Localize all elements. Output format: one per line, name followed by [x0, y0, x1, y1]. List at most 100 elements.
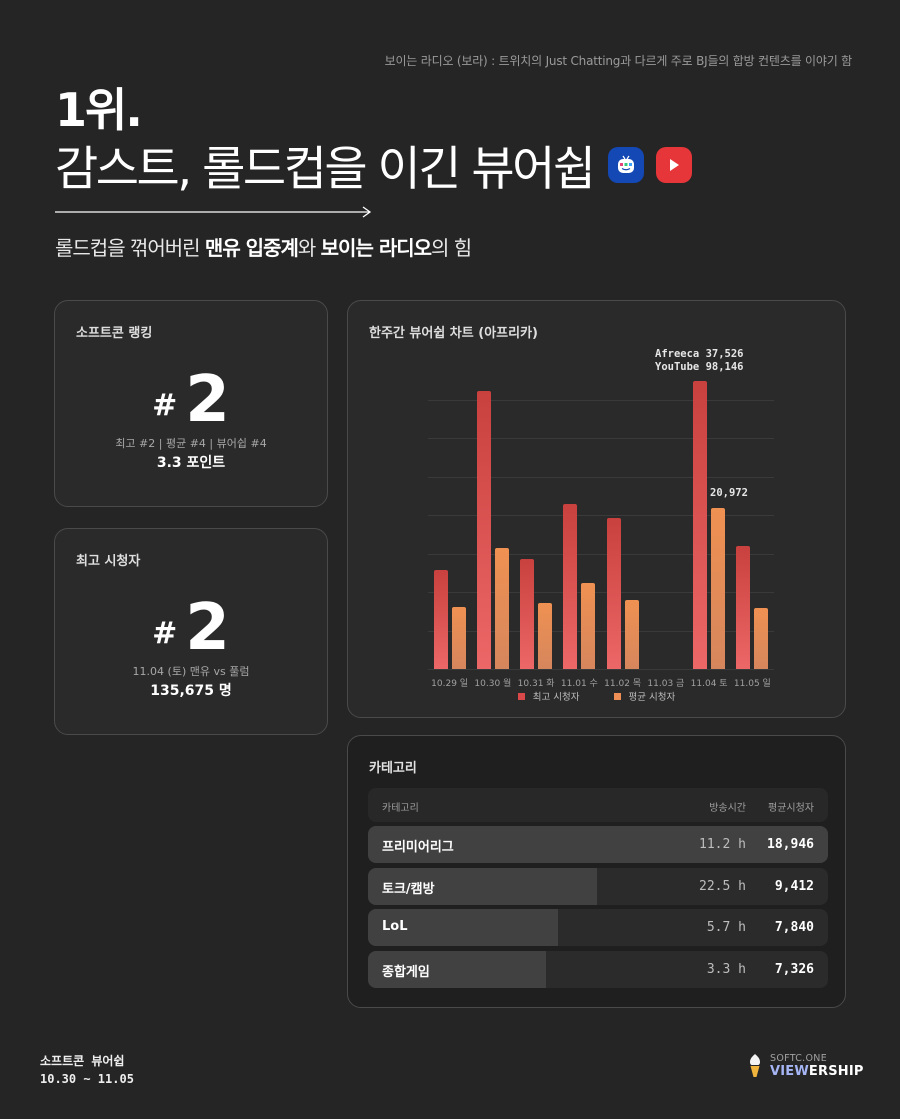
gridline [428, 630, 774, 632]
page-title: 감스트, 롤드컵을 이긴 뷰어쉽 [55, 142, 596, 197]
bar-group: 11.04 토 [688, 381, 731, 689]
broadcast-hours: 11.2 h [699, 837, 746, 852]
x-axis-label: 11.04 토 [690, 679, 728, 689]
bar-group: 11.02 목 [601, 381, 644, 689]
peak-card-label: 최고 시청자 [76, 554, 141, 569]
gridline [428, 553, 774, 555]
avg-bar [451, 607, 466, 669]
avg-viewers: 18,946 [767, 837, 814, 852]
rank-number: 2 [185, 363, 230, 437]
header-note: 보이는 라디오 (보라) : 트위치의 Just Chatting과 다르게 주… [384, 54, 853, 68]
peak-detail: 11.04 (토) 맨유 vs 풀럼 [132, 665, 250, 678]
x-axis-label: 10.29 일 [431, 679, 469, 689]
rank-heading: 1위. [55, 83, 143, 137]
ranking-value: #2 [55, 363, 327, 437]
broadcast-hours: 5.7 h [706, 920, 746, 935]
category-row: 토크/캠방 22.5 h 9,412 [368, 867, 828, 905]
peak-bar [476, 390, 491, 669]
avg-viewers: 7,840 [774, 920, 814, 935]
column-header-hours: 방송시간 [709, 803, 746, 814]
peak-bar [520, 559, 535, 669]
legend-swatch [517, 693, 525, 700]
category-title: 카테고리 [369, 761, 417, 776]
peak-bar [606, 518, 621, 669]
subtitle-part: 의 힘 [431, 236, 472, 260]
footer-date-range: 10.30 ~ 11.05 [40, 1072, 134, 1086]
peak-bar [693, 381, 708, 669]
x-axis-label: 10.30 월 [474, 679, 512, 689]
arrow-divider-icon [55, 206, 372, 218]
bar-group: 10.30 월 [471, 381, 514, 689]
subtitle-emphasis: 보이는 라디오 [320, 236, 432, 260]
bar-chart-plot: 10.29 일 10.30 월 10.31 화 11.01 수 11.02 목 11.03… [428, 381, 774, 689]
subtitle-emphasis: 맨유 입중계 [204, 236, 299, 260]
annotation-line: 20,972 [710, 487, 748, 499]
legend-item-peak: 최고 시청자 [517, 689, 580, 703]
peak-annotation: Afreeca 37,526 YouTube 98,146 [655, 348, 744, 374]
category-name: LoL [382, 919, 408, 934]
avg-bar [754, 608, 769, 669]
peak-bar [433, 570, 448, 669]
gridline [428, 438, 774, 440]
row-fill-bar [368, 950, 547, 988]
hash-symbol: # [152, 388, 178, 423]
logo-top-text: SOFTC.ONE [770, 1053, 827, 1064]
logo-highlight: VIEW [770, 1064, 809, 1079]
hash-symbol: # [152, 616, 178, 651]
x-axis-label: 10.31 화 [517, 679, 555, 689]
ranking-points: 3.3 포인트 [156, 455, 226, 471]
ranking-detail: 최고 #2 | 평균 #4 | 뷰어쉽 #4 [115, 437, 267, 450]
chart-legend: 최고 시청자 평균 시청자 [348, 689, 845, 703]
gridline [428, 515, 774, 517]
gridline [428, 476, 774, 478]
category-row: 종합게임 3.3 h 7,326 [368, 950, 828, 988]
subtitle: 롤드컵을 꺾어버린 맨유 입중계와 보이는 라디오의 힘 [55, 232, 472, 261]
category-row: LoL 5.7 h 7,840 [368, 909, 828, 946]
avg-viewers: 7,326 [774, 961, 814, 977]
chart-title: 한주간 뷰어쉽 차트 (아프리카) [369, 326, 538, 341]
x-axis-label: 11.01 수 [560, 679, 598, 689]
avg-bar [494, 548, 509, 669]
row-fill-bar [368, 867, 597, 905]
bar-group: 10.29 일 [428, 381, 471, 689]
bar-groups: 10.29 일 10.30 월 10.31 화 11.01 수 11.02 목 11.03… [428, 381, 774, 689]
ranking-card: 소프트콘 랭킹 #2 최고 #2 | 평균 #4 | 뷰어쉽 #4 3.3 포인… [54, 300, 328, 507]
avg-bar [624, 600, 639, 669]
bar-group: 11.03 금 [644, 381, 687, 689]
subtitle-part: 와 [297, 236, 321, 260]
category-name: 프리미어리그 [382, 840, 454, 855]
category-name: 종합게임 [382, 964, 430, 980]
legend-label: 평균 시청자 [628, 692, 676, 703]
footer-title: 소프트콘 뷰어쉽 [40, 1054, 125, 1068]
ranking-card-label: 소프트콘 랭킹 [76, 326, 153, 341]
logo-rest: ERSHIP [808, 1064, 864, 1079]
column-header-category: 카테고리 [382, 803, 419, 814]
category-card: 카테고리 카테고리 방송시간 평균시청자 프리미어리그 11.2 h 18,946 토… [347, 735, 846, 1008]
bar-group: 11.05 일 [731, 381, 774, 689]
x-axis-label: 11.05 일 [733, 679, 771, 689]
annotation-line: Afreeca 37,526 [655, 348, 744, 360]
category-name: 토크/캠방 [382, 881, 435, 897]
ice-cream-icon [750, 1054, 760, 1077]
annotation-line: YouTube 98,146 [655, 361, 744, 373]
footer-info: 소프트콘 뷰어쉽 10.30 ~ 11.05 [40, 1052, 134, 1088]
row-fill-bar [368, 909, 559, 946]
broadcast-hours: 3.3 h [706, 961, 746, 977]
peak-viewers-card: 최고 시청자 #2 11.04 (토) 맨유 vs 풀럼 135,675 명 [54, 528, 328, 735]
bar-group: 10.31 화 [515, 381, 558, 689]
gridline [428, 669, 774, 670]
gridline [428, 400, 774, 401]
x-axis-label: 11.03 금 [647, 679, 685, 689]
legend-item-avg: 평균 시청자 [613, 689, 676, 703]
category-row: 프리미어리그 11.2 h 18,946 [368, 826, 828, 863]
peak-bar [563, 504, 578, 669]
avg-bar [581, 583, 596, 669]
avg-bar [538, 602, 553, 669]
category-table-header: 카테고리 방송시간 평균시청자 [368, 788, 828, 822]
rank-number: 2 [185, 591, 230, 665]
peak-bar [736, 546, 751, 669]
peak-viewers: 135,675 명 [150, 683, 232, 699]
youtube-icon [655, 146, 692, 183]
bar-group: 11.01 수 [558, 381, 601, 689]
